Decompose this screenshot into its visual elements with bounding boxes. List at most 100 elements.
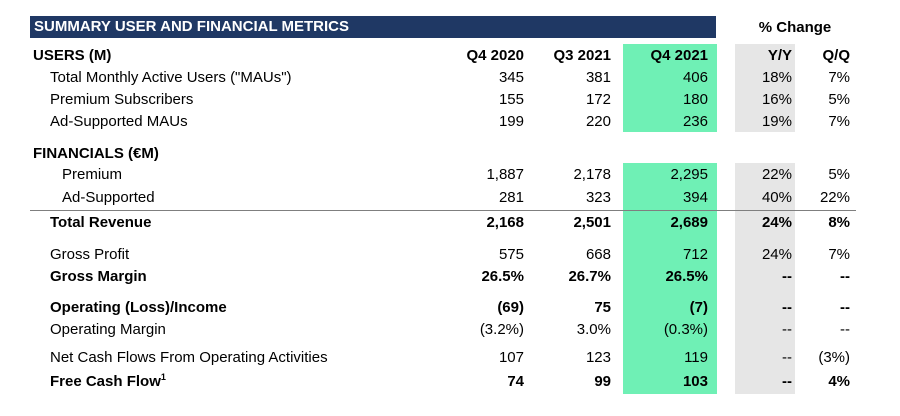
cell-qq: -- — [840, 268, 850, 285]
cell-yy: -- — [782, 299, 792, 316]
financials-header-row: FINANCIALS (€M) — [0, 143, 900, 165]
cell-qq: 4% — [828, 373, 850, 390]
users-section-title: USERS (M) — [33, 47, 112, 64]
cell-q4-2020: 575 — [498, 246, 524, 263]
cell-q4-2021: 712 — [682, 246, 708, 263]
table-title: SUMMARY USER AND FINANCIAL METRICS — [30, 16, 716, 38]
users-header-row: USERS (M) Q4 2020 Q3 2021 Q4 2021 Y/Y Q/… — [0, 45, 900, 67]
row-label: Total Monthly Active Users ("MAUs") — [50, 69, 292, 86]
cell-q4-2020: 107 — [498, 349, 524, 366]
cell-yy: 19% — [761, 113, 792, 130]
cell-qq: 8% — [828, 214, 850, 231]
cell-q4-2020: 281 — [498, 189, 524, 206]
cell-yy: 24% — [761, 246, 792, 263]
pct-change-header: % Change — [758, 19, 832, 36]
row-label: Premium Subscribers — [50, 91, 194, 108]
table-row: Operating Margin (3.2%) 3.0% (0.3%) -- -… — [0, 319, 900, 341]
total-revenue-rule — [30, 210, 856, 211]
cell-q4-2020: 74 — [507, 373, 524, 390]
cell-qq: 22% — [819, 189, 850, 206]
cell-q3-2021: 381 — [585, 69, 611, 86]
row-label: Ad-Supported MAUs — [50, 113, 188, 130]
row-label: Operating Margin — [50, 321, 166, 338]
row-label: Total Revenue — [50, 214, 152, 231]
col-header-q4-2021: Q4 2021 — [650, 47, 708, 64]
table-row: Operating (Loss)/Income (69) 75 (7) -- -… — [0, 297, 900, 319]
cell-q4-2020: 199 — [498, 113, 524, 130]
cell-q3-2021: 3.0% — [576, 321, 611, 338]
cell-q3-2021: 220 — [585, 113, 611, 130]
cell-qq: -- — [840, 321, 850, 338]
cell-q4-2021: 2,295 — [670, 166, 708, 183]
cell-q4-2020: 2,168 — [486, 214, 524, 231]
cell-q3-2021: 2,178 — [573, 166, 611, 183]
cell-q4-2020: 345 — [498, 69, 524, 86]
cell-q4-2020: 1,887 — [486, 166, 524, 183]
col-header-q4-2020: Q4 2020 — [466, 47, 524, 64]
cell-qq: (3%) — [818, 349, 850, 366]
table-row: Total Monthly Active Users ("MAUs") 345 … — [0, 67, 900, 89]
financials-section-title: FINANCIALS (€M) — [33, 145, 159, 162]
cell-qq: -- — [840, 299, 850, 316]
cell-q4-2021: 26.5% — [665, 268, 708, 285]
cell-qq: 7% — [828, 69, 850, 86]
cell-q3-2021: 668 — [585, 246, 611, 263]
cell-q4-2020: 155 — [498, 91, 524, 108]
table-row: Ad-Supported 281 323 394 40% 22% — [0, 187, 900, 209]
col-header-q3-2021: Q3 2021 — [553, 47, 611, 64]
cell-q4-2021: 406 — [682, 69, 708, 86]
table-row: Ad-Supported MAUs 199 220 236 19% 7% — [0, 111, 900, 133]
cell-q4-2021: 180 — [682, 91, 708, 108]
cell-q4-2021: 103 — [682, 373, 708, 390]
table-row: Net Cash Flows From Operating Activities… — [0, 347, 900, 369]
cell-q4-2021: (7) — [689, 299, 708, 316]
cell-yy: 40% — [761, 189, 792, 206]
cell-q4-2020: (3.2%) — [479, 321, 524, 338]
cell-yy: -- — [782, 373, 792, 390]
row-label-wrap: Free Cash Flow1 — [50, 371, 166, 393]
footnote-marker: 1 — [160, 372, 166, 382]
yy-shade-band-financials — [735, 163, 795, 394]
cell-q4-2021: 2,689 — [670, 214, 708, 231]
cell-q4-2021: 394 — [682, 189, 708, 206]
cell-q4-2020: 26.5% — [481, 268, 524, 285]
row-label: Net Cash Flows From Operating Activities — [50, 349, 328, 366]
table-row: Free Cash Flow1 74 99 103 -- 4% — [0, 371, 900, 393]
cell-q3-2021: 99 — [594, 373, 611, 390]
cell-yy: -- — [782, 321, 792, 338]
cell-yy: 18% — [761, 69, 792, 86]
cell-yy: 22% — [761, 166, 792, 183]
cell-qq: 5% — [828, 166, 850, 183]
cell-yy: -- — [782, 349, 792, 366]
cell-qq: 7% — [828, 113, 850, 130]
cell-q3-2021: 26.7% — [568, 268, 611, 285]
cell-yy: -- — [782, 268, 792, 285]
cell-q3-2021: 75 — [594, 299, 611, 316]
table-row: Gross Profit 575 668 712 24% 7% — [0, 244, 900, 266]
table-row: Premium 1,887 2,178 2,295 22% 5% — [0, 164, 900, 186]
yy-shade-band-users — [735, 44, 795, 132]
cell-q3-2021: 172 — [585, 91, 611, 108]
cell-q3-2021: 123 — [585, 349, 611, 366]
cell-q4-2021: 236 — [682, 113, 708, 130]
cell-q3-2021: 323 — [585, 189, 611, 206]
cell-q4-2021: 119 — [684, 349, 708, 366]
table-row: Gross Margin 26.5% 26.7% 26.5% -- -- — [0, 266, 900, 288]
cell-yy: 16% — [761, 91, 792, 108]
row-label: Premium — [62, 166, 123, 183]
row-label: Gross Margin — [50, 268, 147, 285]
row-label: Gross Profit — [50, 246, 130, 263]
table-row: Premium Subscribers 155 172 180 16% 5% — [0, 89, 900, 111]
cell-qq: 5% — [828, 91, 850, 108]
row-label: Ad-Supported — [62, 189, 155, 206]
cell-q4-2021: (0.3%) — [663, 321, 708, 338]
cell-q4-2020: (69) — [497, 299, 524, 316]
cell-qq: 7% — [828, 246, 850, 263]
col-header-yy: Y/Y — [767, 47, 792, 64]
col-header-qq: Q/Q — [822, 47, 850, 64]
cell-yy: 24% — [761, 214, 792, 231]
row-label: Operating (Loss)/Income — [50, 299, 227, 316]
cell-q3-2021: 2,501 — [573, 214, 611, 231]
row-label: Free Cash Flow — [50, 373, 161, 390]
q4-2021-highlight-band-financials — [623, 163, 717, 394]
